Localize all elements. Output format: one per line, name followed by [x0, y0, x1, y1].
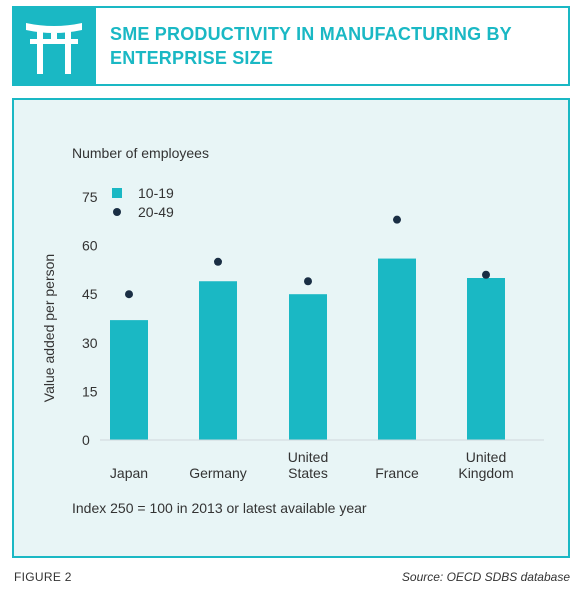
bar-series	[110, 258, 505, 440]
y-axis-label: Value added per person	[41, 254, 57, 402]
source-note: Source: OECD SDBS database	[401, 570, 570, 584]
x-tick-label: Japan	[110, 465, 148, 481]
bar-japan	[110, 320, 148, 440]
legend-swatch-20-49	[113, 208, 121, 216]
y-axis-ticks: 0 15 30 45 60 75	[82, 189, 98, 448]
dot-germany	[214, 257, 222, 266]
y-tick-label: 0	[82, 432, 90, 448]
bar-chart: Number of employees 10-19 20-49 Value ad…	[41, 145, 544, 516]
y-tick-label: 75	[82, 189, 98, 205]
bar-united-kingdom	[467, 278, 505, 440]
dot-united-kingdom	[482, 270, 490, 279]
chart-header: SME PRODUCTIVITY IN MANUFACTURING BY ENT…	[12, 6, 570, 86]
chart-subtitle: Number of employees	[72, 145, 209, 161]
bar-united-states	[289, 294, 327, 440]
bar-france	[378, 258, 416, 440]
figure-label: FIGURE 2	[14, 570, 72, 584]
y-tick-label: 45	[82, 286, 98, 302]
legend-label-20-49: 20-49	[138, 204, 174, 220]
y-tick-label: 15	[82, 383, 98, 399]
x-tick-label: United States	[288, 449, 328, 481]
chart-panel: Number of employees 10-19 20-49 Value ad…	[12, 98, 570, 558]
y-tick-label: 60	[82, 238, 98, 254]
legend-label-10-19: 10-19	[138, 185, 174, 201]
chart-legend: 10-19 20-49	[112, 185, 174, 220]
x-tick-label: France	[375, 465, 419, 481]
chart-note: Index 250 = 100 in 2013 or latest availa…	[72, 500, 367, 516]
x-tick-label: United Kingdom	[458, 449, 513, 481]
x-tick-label: Germany	[189, 465, 247, 481]
x-axis-labels: Japan Germany United States France United King…	[110, 449, 514, 481]
dot-japan	[125, 290, 133, 299]
chart-title: SME PRODUCTIVITY IN MANUFACTURING BY ENT…	[110, 24, 512, 68]
dot-series	[125, 215, 490, 299]
bar-germany	[199, 281, 237, 440]
legend-swatch-10-19	[112, 188, 122, 198]
torii-gate-icon	[12, 6, 96, 86]
dot-france	[393, 215, 401, 224]
y-tick-label: 30	[82, 335, 98, 351]
dot-united-states	[304, 277, 312, 286]
